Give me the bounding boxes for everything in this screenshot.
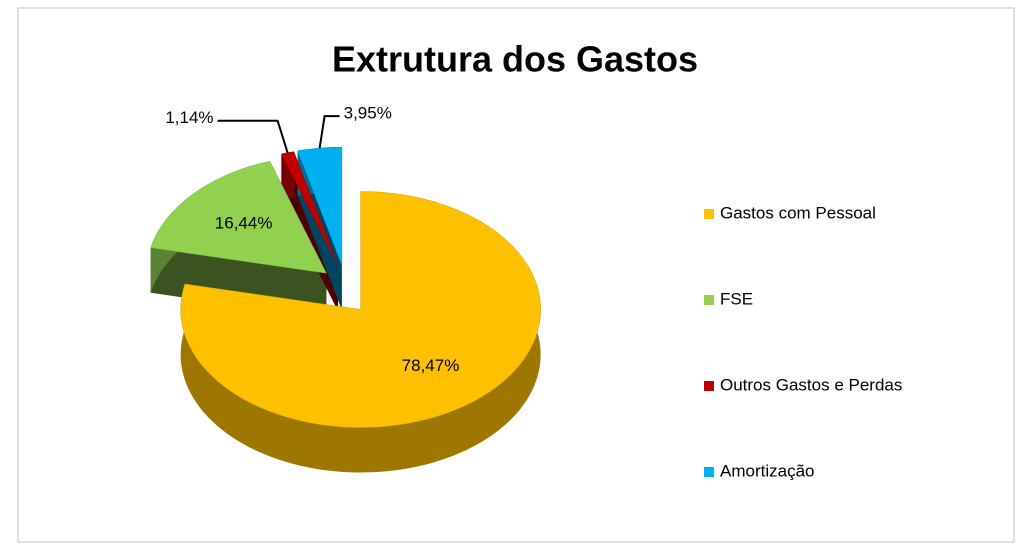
- chart-title: Extrutura dos Gastos: [332, 39, 698, 80]
- legend-swatch: [704, 209, 714, 219]
- leader-line: [217, 119, 289, 153]
- data-label: 1,14%: [165, 108, 213, 127]
- legend-label: Amortização: [720, 461, 814, 480]
- legend-label: Gastos com Pessoal: [720, 203, 876, 222]
- data-label: 3,95%: [344, 104, 392, 123]
- legend-swatch: [704, 467, 714, 477]
- data-label: 78,47%: [402, 356, 460, 375]
- legend-swatch: [704, 381, 714, 391]
- leader-line: [318, 115, 340, 149]
- legend-label: FSE: [720, 289, 753, 308]
- legend-label: Outros Gastos e Perdas: [720, 375, 902, 394]
- data-label: 16,44%: [215, 214, 273, 233]
- legend-swatch: [704, 295, 714, 305]
- slice: [180, 191, 541, 428]
- slice: [150, 160, 327, 274]
